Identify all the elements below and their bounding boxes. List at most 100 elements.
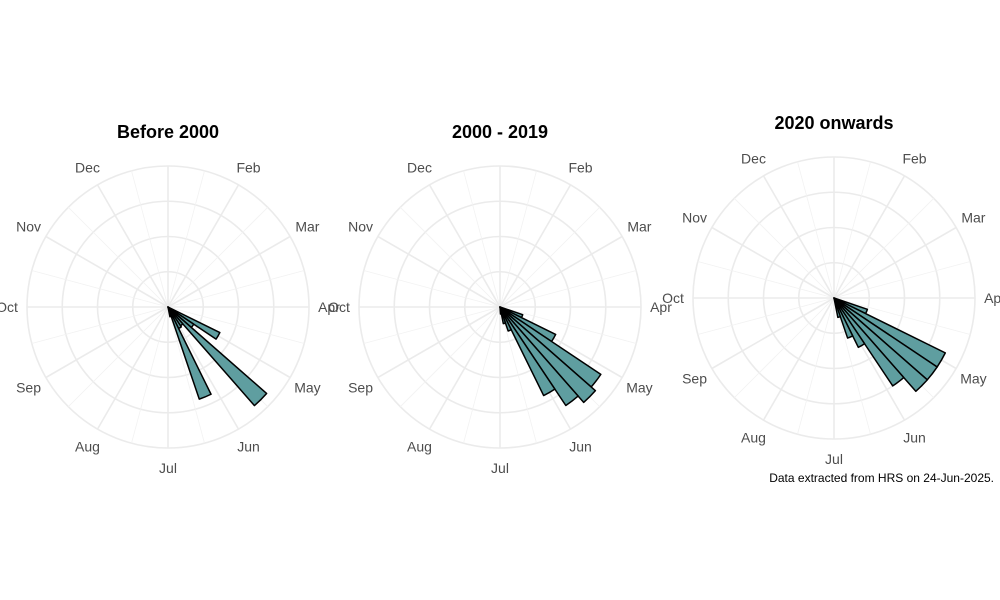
grid-spoke-minor xyxy=(400,207,501,308)
grid-spoke-minor xyxy=(797,297,835,435)
panel-before-2000: Feb Mar Apr May Jun Jul Aug Sep Oct Nov Dec Before … xyxy=(0,122,340,476)
month-label: Jun xyxy=(903,429,926,445)
month-label: Oct xyxy=(0,299,18,315)
grid-spoke-major xyxy=(711,297,835,370)
grid-spoke-minor xyxy=(131,170,169,308)
month-label: Dec xyxy=(407,160,432,176)
grid-spoke-minor xyxy=(167,270,305,308)
grid-spoke-major xyxy=(167,235,291,308)
month-label: Jun xyxy=(237,438,260,454)
grid-spoke-minor xyxy=(833,161,871,299)
rose-bar xyxy=(833,297,866,349)
grid-spoke-major xyxy=(96,184,169,308)
grid-spoke-minor xyxy=(167,207,268,308)
grid-spoke-major xyxy=(377,235,501,308)
grid-spoke-major xyxy=(499,184,572,308)
grid-spoke-minor xyxy=(363,270,501,308)
panel-title: 2000 - 2019 xyxy=(452,122,548,142)
month-label: Apr xyxy=(984,290,1000,306)
panel-title: 2020 onwards xyxy=(774,113,893,133)
month-label: Jul xyxy=(825,451,843,467)
panel-title: Before 2000 xyxy=(117,122,219,142)
grid-spoke-minor xyxy=(697,297,835,335)
grid-spoke-minor xyxy=(31,270,169,308)
rose-bar xyxy=(833,297,842,319)
grid-spoke-major xyxy=(762,175,835,299)
month-label: Aug xyxy=(75,438,100,454)
grid-spoke-minor xyxy=(463,306,501,444)
month-label: Mar xyxy=(295,219,319,235)
grid-spoke-major xyxy=(762,297,835,421)
grid-spoke-major xyxy=(377,306,501,379)
grid-spoke-minor xyxy=(734,297,835,398)
grid-spoke-major xyxy=(45,306,169,379)
month-label: Dec xyxy=(75,160,100,176)
month-label: Feb xyxy=(902,151,926,167)
month-label: May xyxy=(626,380,652,396)
month-label: Feb xyxy=(568,160,592,176)
month-label: Nov xyxy=(16,219,41,235)
grid-spoke-minor xyxy=(499,270,637,308)
month-label: Jul xyxy=(491,460,509,476)
grid-spoke-minor xyxy=(697,261,835,299)
month-label: Feb xyxy=(236,160,260,176)
month-label: Dec xyxy=(741,151,766,167)
grid-spoke-minor xyxy=(499,207,600,308)
month-label: May xyxy=(960,371,986,387)
polar-grid xyxy=(358,165,642,449)
grid-spoke-major xyxy=(428,184,501,308)
month-label: Sep xyxy=(16,380,41,396)
grid-spoke-major xyxy=(499,235,623,308)
grid-spoke-major xyxy=(428,306,501,430)
grid-spoke-minor xyxy=(833,261,971,299)
grid-spoke-minor xyxy=(833,297,971,335)
rose-bar xyxy=(833,297,905,387)
month-label: Apr xyxy=(650,299,672,315)
grid-spoke-minor xyxy=(400,306,501,407)
data-source-caption: Data extracted from HRS on 24-Jun-2025. xyxy=(769,471,994,485)
rose-bar xyxy=(167,306,172,318)
grid-spoke-minor xyxy=(499,306,537,444)
grid-spoke-minor xyxy=(833,198,934,299)
rose-bar xyxy=(499,306,579,407)
month-label: Jul xyxy=(159,460,177,476)
rose-bar xyxy=(499,306,503,315)
panel-2020-onwards: Feb Mar Apr May Jun Jul Aug Sep Oct Nov Dec 2020 on… xyxy=(662,113,1000,467)
grid-spoke-minor xyxy=(463,170,501,308)
month-label: Oct xyxy=(328,299,350,315)
grid-spoke-minor xyxy=(797,161,835,299)
rose-bar xyxy=(499,306,597,404)
month-label: Nov xyxy=(348,219,373,235)
grid-spoke-major xyxy=(45,235,169,308)
month-label: Sep xyxy=(348,380,373,396)
grid-spoke-minor xyxy=(68,306,169,407)
grid-spoke-minor xyxy=(499,170,537,308)
grid-spoke-minor xyxy=(363,306,501,344)
grid-spoke-minor xyxy=(734,198,835,299)
rose-bar xyxy=(499,306,556,397)
rose-bar xyxy=(833,297,854,339)
month-label: Mar xyxy=(627,219,651,235)
rose-bar xyxy=(833,297,929,393)
grid-spoke-major xyxy=(833,175,906,299)
panel-2000-2019: Feb Mar Apr May Jun Jul Aug Sep Oct Nov Dec 2000 - … xyxy=(328,122,672,476)
grid-spoke-minor xyxy=(31,306,169,344)
grid-spoke-minor xyxy=(167,306,305,344)
grid-spoke-minor xyxy=(833,297,871,435)
month-label: Jun xyxy=(569,438,592,454)
month-label: Oct xyxy=(662,290,684,306)
grid-spoke-major xyxy=(711,226,835,299)
grid-spoke-minor xyxy=(499,306,637,344)
month-label: Aug xyxy=(407,438,432,454)
month-label: Sep xyxy=(682,371,707,387)
grid-spoke-minor xyxy=(68,207,169,308)
month-label: Aug xyxy=(741,429,766,445)
grid-spoke-major xyxy=(96,306,169,430)
month-label: Nov xyxy=(682,210,707,226)
grid-spoke-major xyxy=(167,184,240,308)
rose-bar xyxy=(167,306,212,400)
grid-spoke-minor xyxy=(131,306,169,444)
month-label: Mar xyxy=(961,210,985,226)
grid-spoke-minor xyxy=(167,306,205,444)
